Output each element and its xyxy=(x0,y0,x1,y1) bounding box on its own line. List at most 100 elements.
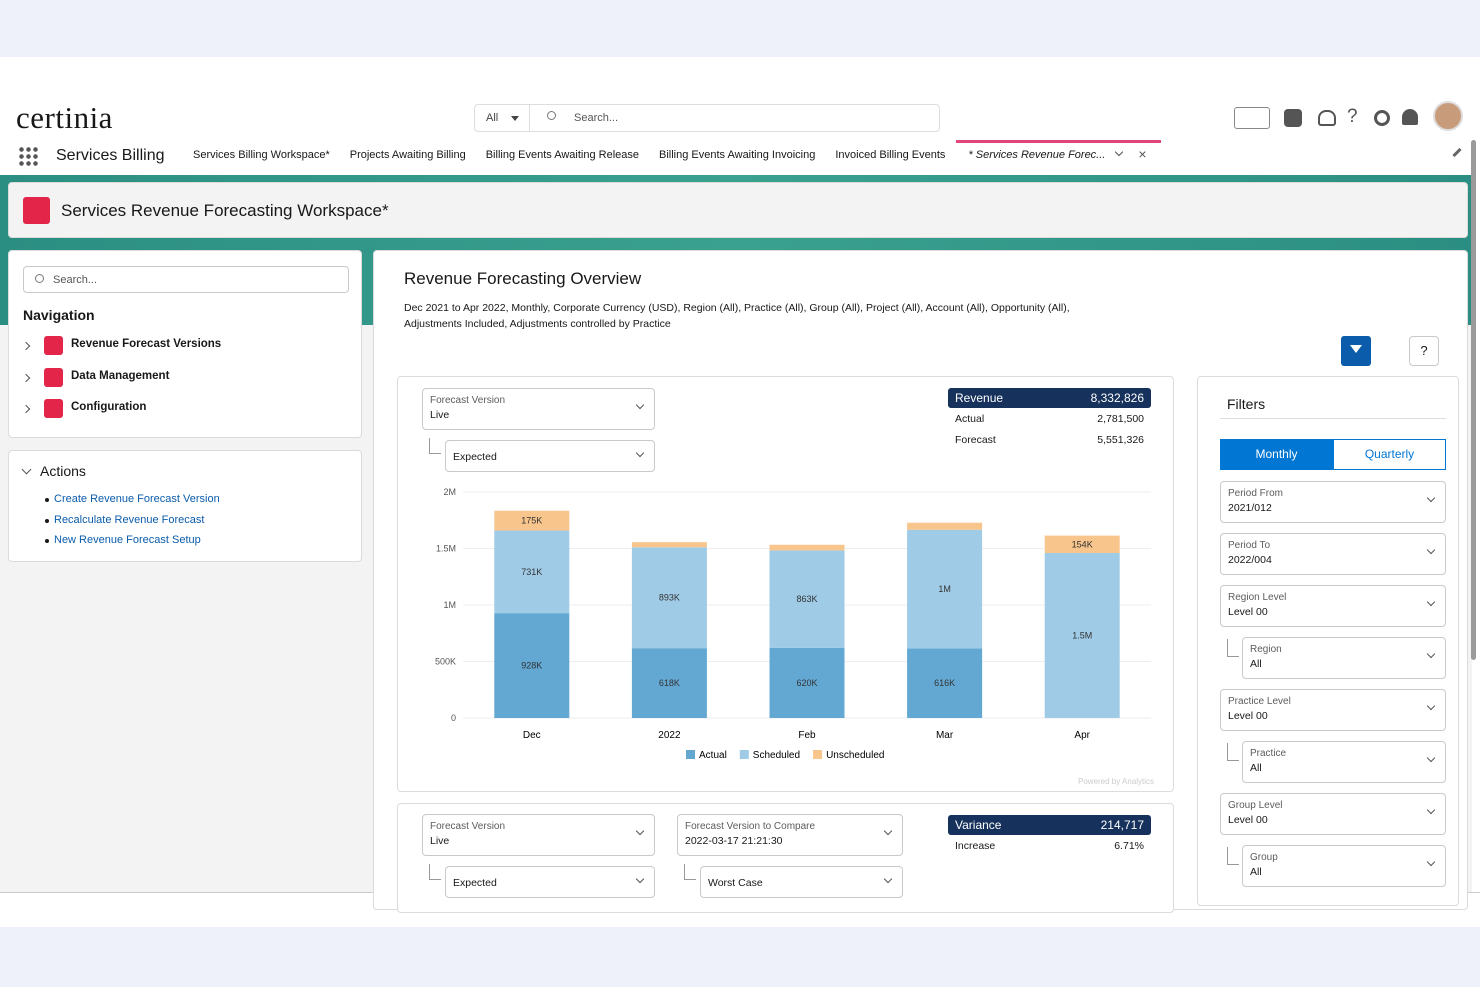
x-tick-label: Apr xyxy=(1074,730,1090,741)
expand-icon[interactable] xyxy=(21,373,31,382)
toggle-button[interactable]: Monthly xyxy=(1220,439,1333,470)
help-button[interactable]: ? xyxy=(1409,336,1439,366)
chevron xyxy=(1426,597,1436,607)
select-value: All xyxy=(1250,866,1262,878)
nav-item[interactable]: Data Management xyxy=(71,369,170,382)
tab[interactable]: * Services Revenue Forec... × xyxy=(956,140,1162,172)
chevron xyxy=(1426,545,1436,555)
bell-icon[interactable] xyxy=(1402,109,1418,125)
select-label: Group Level xyxy=(1228,800,1283,811)
nav-icon xyxy=(44,336,63,355)
select[interactable]: Period To 2022/004 xyxy=(1220,533,1446,575)
nav-search[interactable]: Search... xyxy=(23,266,349,293)
help-icon[interactable]: ? xyxy=(1347,106,1358,127)
workspace-title: Services Revenue Forecasting Workspace* xyxy=(61,201,389,220)
x-tick-label: 2022 xyxy=(658,730,681,741)
nav-search-placeholder: Search... xyxy=(53,274,98,286)
summary-value: 8,332,826 xyxy=(1090,391,1144,405)
toggle-button[interactable]: Quarterly xyxy=(1333,439,1446,470)
summary-value: 214,717 xyxy=(1100,818,1144,832)
x-tick-label: Feb xyxy=(798,730,816,741)
expand-icon[interactable] xyxy=(21,341,31,351)
select[interactable]: Expected xyxy=(445,866,655,898)
select-label: Forecast Version xyxy=(430,821,506,832)
select[interactable]: Expected xyxy=(445,440,655,472)
select[interactable]: Region Level Level 00 xyxy=(1220,585,1446,627)
tab[interactable]: Invoiced Billing Events xyxy=(825,140,955,172)
tab-label: Projects Awaiting Billing xyxy=(349,149,466,161)
chart: 0 500K 1M 1.5M 2M Dec 928K 731K 175K 2022 618K 893K… xyxy=(435,487,1151,761)
select-label: Period From xyxy=(1228,488,1284,499)
select[interactable]: Forecast Version Live xyxy=(422,814,655,856)
bar-segment xyxy=(631,542,707,548)
navigation-panel: Search... Navigation Revenue Forecast Ve… xyxy=(8,250,362,438)
brand: certinia xyxy=(16,100,113,135)
legend-swatch xyxy=(686,750,695,759)
add-icon[interactable] xyxy=(1284,109,1302,127)
select[interactable]: Group Level Level 00 xyxy=(1220,793,1446,835)
action-link[interactable]: Create Revenue Forecast Version xyxy=(54,493,220,505)
avatar[interactable] xyxy=(1433,101,1463,131)
select-value: All xyxy=(1250,762,1262,774)
filters-panel: Filters Monthly Quarterly Period From 2021/… xyxy=(1197,376,1459,906)
select[interactable]: Forecast Version Live xyxy=(422,388,655,430)
workspace-icon xyxy=(23,197,50,224)
app-launcher[interactable] xyxy=(18,146,38,166)
select-label: Forecast Version xyxy=(430,395,506,406)
bar-segment xyxy=(1044,535,1120,554)
description-line: Dec 2021 to Apr 2022, Monthly, Corporate… xyxy=(404,302,1070,314)
connector xyxy=(429,438,441,454)
y-tick-label: 1.5M xyxy=(436,544,456,554)
cloud-icon[interactable] xyxy=(1318,110,1336,126)
action-link[interactable]: Recalculate Revenue Forecast xyxy=(54,513,205,526)
global-search[interactable]: All Search... xyxy=(474,104,940,132)
nav-item[interactable]: Configuration xyxy=(71,401,147,413)
tab-label: * Services Revenue Forec... xyxy=(968,149,1106,161)
scrollbar[interactable] xyxy=(1471,140,1476,660)
filter-button[interactable] xyxy=(1341,336,1371,366)
nav-icon xyxy=(44,399,63,418)
summary-row-label: Increase xyxy=(955,840,996,852)
value-label: 154K xyxy=(1072,539,1093,549)
tab-label: Billing Events Awaiting Release xyxy=(485,149,639,161)
edit-icon[interactable] xyxy=(1452,147,1462,158)
bar-segment xyxy=(769,550,845,648)
tab-close[interactable]: × xyxy=(1138,146,1147,162)
summary-row-value: 2,781,500 xyxy=(1097,413,1144,425)
select[interactable]: Practice All xyxy=(1242,741,1446,783)
tab[interactable]: Billing Events Awaiting Invoicing xyxy=(649,140,825,172)
select[interactable]: Period From 2021/012 xyxy=(1220,481,1446,523)
select[interactable]: Group All xyxy=(1242,845,1446,887)
select-label: Period To xyxy=(1228,540,1271,551)
app-name: Services Billing xyxy=(56,147,165,164)
select[interactable]: Worst Case xyxy=(700,866,903,898)
tab[interactable]: Services Billing Workspace* xyxy=(183,140,340,172)
collapse-icon[interactable] xyxy=(21,464,32,475)
tab[interactable]: Billing Events Awaiting Release xyxy=(476,140,649,172)
value-label: 620K xyxy=(796,678,817,688)
value-label: 731K xyxy=(521,567,542,577)
tab-label: Billing Events Awaiting Invoicing xyxy=(659,149,816,161)
scope-select[interactable] xyxy=(475,105,530,131)
expand-icon[interactable] xyxy=(21,404,31,414)
legend-label: Unscheduled xyxy=(826,750,884,761)
action-link[interactable]: New Revenue Forecast Setup xyxy=(54,534,201,546)
select[interactable]: Practice Level Level 00 xyxy=(1220,689,1446,731)
legend-swatch xyxy=(739,750,749,759)
select-value: Live xyxy=(430,409,450,421)
scope: All xyxy=(486,112,499,124)
search-icon xyxy=(35,274,44,283)
legend-label: Scheduled xyxy=(753,750,800,761)
nav-icon xyxy=(44,367,63,387)
overview-title: Revenue Forecasting Overview xyxy=(404,269,642,288)
favorites[interactable] xyxy=(1234,107,1270,129)
setup-icon[interactable] xyxy=(1374,110,1390,126)
nav-item[interactable]: Revenue Forecast Versions xyxy=(71,338,222,350)
select-label: Practice xyxy=(1250,748,1287,759)
chevron xyxy=(1426,493,1436,503)
select[interactable]: Forecast Version to Compare 2022-03-17 21… xyxy=(677,814,903,856)
tab-menu[interactable] xyxy=(1115,147,1124,157)
select[interactable]: Region All xyxy=(1242,637,1446,679)
tab[interactable]: Projects Awaiting Billing xyxy=(340,140,476,172)
